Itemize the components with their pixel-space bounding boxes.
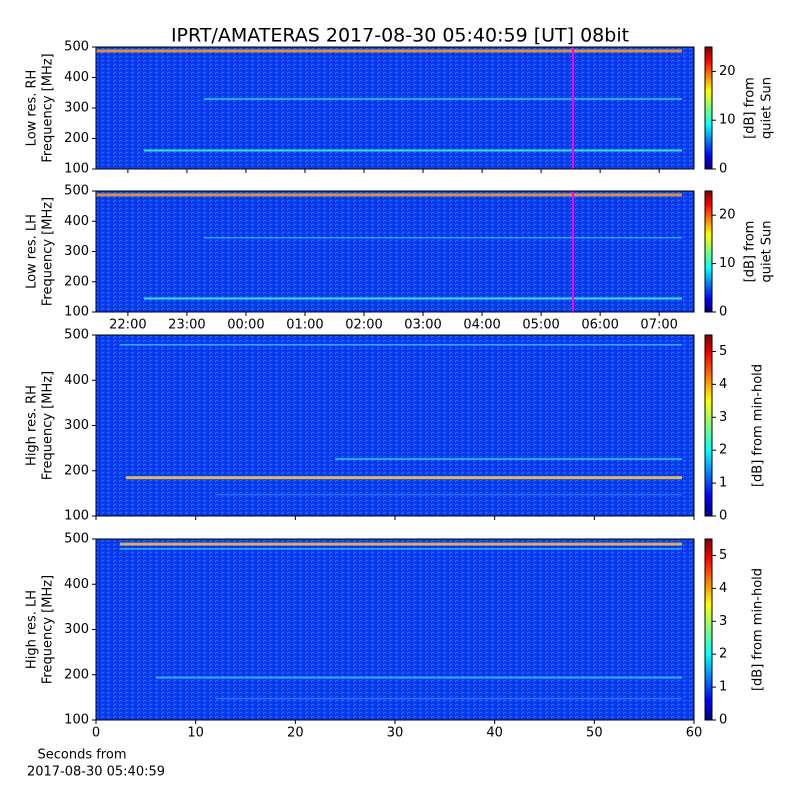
colorbar-tick-label: 2 — [719, 647, 727, 662]
y-tick-label: 400 — [64, 373, 89, 388]
x-tick-label: 06:00 — [581, 318, 618, 333]
y-tick-label: 300 — [64, 622, 89, 637]
x-axis-label: Seconds from — [37, 748, 126, 763]
heatmap — [96, 191, 694, 312]
heatmap — [96, 47, 694, 169]
colorbar-tick-label: 20 — [719, 208, 736, 223]
x-axis-label: 2017-08-30 05:40:59 — [27, 765, 165, 780]
heatmap-streak — [96, 193, 683, 197]
colorbar — [704, 334, 713, 517]
x-tick-label: 07:00 — [640, 318, 677, 333]
y-tick-label: 200 — [64, 667, 89, 682]
y-tick-label: 400 — [64, 70, 89, 85]
x-tick-label: 30 — [387, 726, 404, 741]
heatmap-streak — [155, 676, 683, 679]
y-tick-label: 400 — [64, 214, 89, 229]
colorbar-tick-label: 20 — [719, 64, 736, 79]
colorbar-label: quiet Sun — [760, 77, 775, 139]
y-tick-label: 500 — [64, 40, 89, 55]
heatmap-streak — [203, 236, 683, 239]
x-tick-label: 40 — [486, 726, 503, 741]
colorbar-label: [dB] from — [743, 221, 758, 283]
heatmap-streak — [119, 542, 683, 546]
heatmap-streak — [335, 458, 683, 461]
x-tick-label: 10 — [187, 726, 204, 741]
colorbar-tick-label: 0 — [719, 305, 727, 320]
colorbar-tick-label: 1 — [719, 476, 727, 491]
y-axis-label: Frequency [MHz] — [41, 371, 56, 480]
y-axis-label: Low res. RH — [25, 70, 40, 147]
x-tick-label: 0 — [92, 726, 100, 741]
heatmap-streak — [119, 344, 683, 346]
colorbar-tick-label: 2 — [719, 443, 727, 458]
colorbar-tick-label: 0 — [719, 509, 727, 524]
y-tick-label: 100 — [64, 509, 89, 524]
y-axis-label: Low res. LH — [25, 214, 40, 289]
y-tick-label: 200 — [64, 131, 89, 146]
y-tick-label: 500 — [64, 328, 89, 343]
x-tick-label: 60 — [686, 726, 703, 741]
x-tick-label: 00:00 — [227, 318, 264, 333]
heatmap-streak — [143, 149, 683, 152]
x-tick-label: 05:00 — [522, 318, 559, 333]
colorbar-label: [dB] from — [743, 77, 758, 139]
colorbar — [704, 46, 713, 170]
y-axis-label: High res. RH — [25, 385, 40, 466]
y-tick-label: 300 — [64, 244, 89, 259]
y-tick-label: 200 — [64, 463, 89, 478]
colorbar-tick-label: 0 — [719, 162, 727, 177]
colorbar — [704, 190, 713, 313]
y-axis-label: High res. LH — [25, 590, 40, 669]
heatmap — [96, 335, 694, 516]
colorbar-label: quiet Sun — [760, 220, 775, 282]
y-axis-label: Frequency [MHz] — [41, 197, 56, 306]
y-tick-label: 500 — [64, 532, 89, 547]
heatmap-streak — [119, 548, 683, 550]
colorbar-tick-label: 10 — [719, 113, 736, 128]
y-tick-label: 100 — [64, 162, 89, 177]
heatmap — [96, 539, 694, 720]
y-tick-label: 300 — [64, 101, 89, 116]
colorbar-tick-label: 5 — [719, 344, 727, 359]
x-tick-label: 22:00 — [109, 318, 146, 333]
x-tick-label: 04:00 — [463, 318, 500, 333]
colorbar-tick-label: 4 — [719, 377, 727, 392]
colorbar-tick-label: 4 — [719, 581, 727, 596]
colorbar-tick-label: 5 — [719, 548, 727, 563]
x-tick-label: 02:00 — [345, 318, 382, 333]
colorbar-tick-label: 10 — [719, 256, 736, 271]
colorbar-tick-label: 0 — [719, 713, 727, 728]
x-tick-label: 03:00 — [404, 318, 441, 333]
y-tick-label: 300 — [64, 418, 89, 433]
heatmap-streak — [203, 98, 683, 100]
chart-title: IPRT/AMATERAS 2017-08-30 05:40:59 [UT] 0… — [171, 25, 629, 47]
heatmap-streak — [96, 49, 683, 53]
colorbar-tick-label: 3 — [719, 614, 727, 629]
colorbar — [704, 538, 713, 721]
y-tick-label: 500 — [64, 184, 89, 199]
x-tick-label: 01:00 — [286, 318, 323, 333]
colorbar-tick-label: 1 — [719, 680, 727, 695]
y-axis-label: Frequency [MHz] — [41, 53, 56, 162]
heatmap-streak — [215, 494, 683, 496]
colorbar-label: [dB] from min-hold — [751, 568, 766, 691]
y-tick-label: 400 — [64, 577, 89, 592]
y-tick-label: 100 — [64, 713, 89, 728]
y-tick-label: 200 — [64, 274, 89, 289]
heatmap-streak — [143, 297, 683, 300]
x-tick-label: 20 — [287, 726, 304, 741]
colorbar-label: [dB] from min-hold — [751, 364, 766, 487]
y-axis-label: Frequency [MHz] — [41, 575, 56, 684]
x-tick-label: 50 — [586, 726, 603, 741]
colorbar-tick-label: 3 — [719, 410, 727, 425]
y-tick-label: 100 — [64, 305, 89, 320]
heatmap-streak — [125, 476, 683, 480]
heatmap-streak — [215, 698, 683, 700]
x-tick-label: 23:00 — [168, 318, 205, 333]
